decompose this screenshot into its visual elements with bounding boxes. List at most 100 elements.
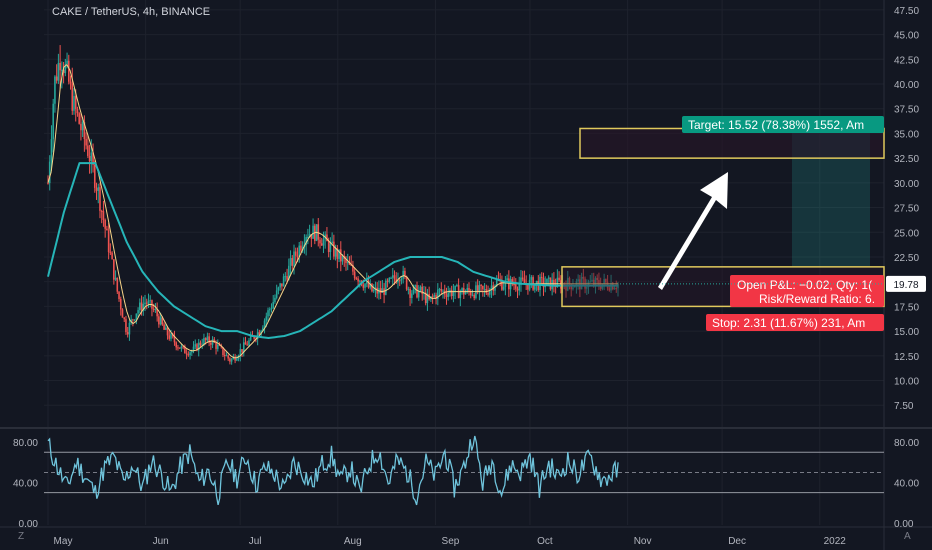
candle-body	[357, 278, 359, 282]
candle-body	[76, 108, 79, 114]
candle-body	[154, 308, 157, 310]
candle-body	[208, 336, 210, 343]
candle-body	[50, 139, 53, 162]
candle-body	[211, 339, 214, 345]
candle-body	[518, 283, 521, 291]
candle-body	[450, 289, 453, 297]
candle-body	[189, 352, 191, 356]
candle-body	[81, 122, 84, 131]
candle-body	[353, 271, 356, 279]
candle-body	[598, 279, 600, 286]
candle-body	[514, 284, 517, 289]
price-tick-label: 47.50	[894, 6, 919, 17]
candle-body	[223, 355, 226, 357]
candle-body	[419, 286, 422, 291]
candle-body	[523, 279, 526, 284]
candle-body	[114, 277, 117, 280]
candle-body	[246, 344, 249, 346]
candle-body	[196, 344, 198, 351]
candle-body	[542, 277, 545, 288]
timezone-toggle[interactable]: Z	[18, 531, 25, 542]
candle-body	[615, 288, 618, 290]
candle-body	[99, 187, 101, 211]
candle-body	[327, 241, 330, 252]
candle-body	[459, 291, 462, 299]
candle-body	[274, 297, 276, 302]
candle-body	[566, 277, 569, 291]
candle-body	[85, 138, 87, 146]
candle-body	[502, 286, 505, 290]
candle-body	[371, 283, 373, 292]
candle-body	[132, 319, 134, 321]
last-price-value: 19.78	[893, 280, 918, 291]
candle-body	[572, 287, 574, 290]
candle-body	[149, 300, 152, 302]
candle-body	[372, 289, 375, 292]
candle-body	[411, 293, 413, 298]
time-tick-label: Sep	[442, 536, 460, 547]
candle-body	[59, 62, 61, 71]
candle-body	[270, 308, 273, 310]
candle-body	[390, 277, 392, 279]
candle-body	[473, 294, 475, 298]
candle-body	[267, 310, 269, 317]
candle-body	[282, 276, 285, 287]
candle-body	[440, 288, 443, 292]
candle-body	[341, 256, 344, 262]
candle-body	[126, 332, 129, 335]
candle-body	[258, 332, 261, 335]
candle-body	[456, 285, 458, 287]
candle-body	[586, 287, 588, 289]
candle-body	[118, 291, 120, 299]
price-tick-label: 10.00	[894, 377, 919, 388]
candle-body	[494, 285, 496, 291]
candle-body	[92, 152, 94, 165]
candle-body	[102, 211, 105, 220]
rsi-right-tick: 40.00	[894, 479, 919, 490]
candle-body	[329, 243, 332, 252]
candle-body	[178, 347, 181, 349]
candle-body	[293, 251, 295, 266]
price-tick-label: 15.00	[894, 327, 919, 338]
candle-body	[253, 336, 255, 339]
target-label-text: Target: 15.52 (78.38%) 1552, Am	[688, 118, 864, 132]
candle-body	[187, 354, 190, 356]
candle-body	[190, 350, 193, 353]
pnl-label-bg	[730, 275, 884, 307]
candle-body	[424, 292, 427, 304]
candle-body	[556, 277, 559, 288]
candle-body	[466, 287, 469, 292]
candle-body	[90, 152, 93, 162]
candle-body	[338, 249, 340, 259]
candle-body	[437, 289, 439, 300]
candle-body	[277, 287, 280, 291]
candle-body	[80, 123, 82, 131]
candle-body	[568, 277, 571, 285]
candle-body	[241, 349, 243, 353]
candle-body	[184, 346, 186, 354]
candle-body	[388, 277, 391, 282]
candle-body	[540, 276, 543, 278]
candle-body	[307, 236, 309, 238]
candle-body	[345, 258, 347, 263]
pnl-text: Open P&L: −0.02, Qty: 1(	[737, 278, 872, 292]
candle-body	[391, 275, 394, 278]
candle-body	[100, 210, 103, 212]
candle-body	[113, 259, 115, 280]
candle-body	[218, 344, 221, 346]
candle-body	[300, 245, 302, 251]
candle-body	[414, 285, 417, 287]
candle-body	[203, 338, 205, 345]
candle-body	[334, 248, 337, 257]
candle-body	[182, 346, 184, 348]
candle-body	[333, 241, 335, 257]
auto-scale-toggle[interactable]: A	[904, 531, 911, 542]
candle-body	[369, 283, 372, 288]
candle-body	[379, 288, 382, 293]
price-tick-label: 35.00	[894, 129, 919, 140]
candle-body	[426, 294, 429, 304]
candle-body	[286, 276, 288, 280]
candle-body	[268, 309, 271, 311]
candle-body	[298, 245, 301, 257]
